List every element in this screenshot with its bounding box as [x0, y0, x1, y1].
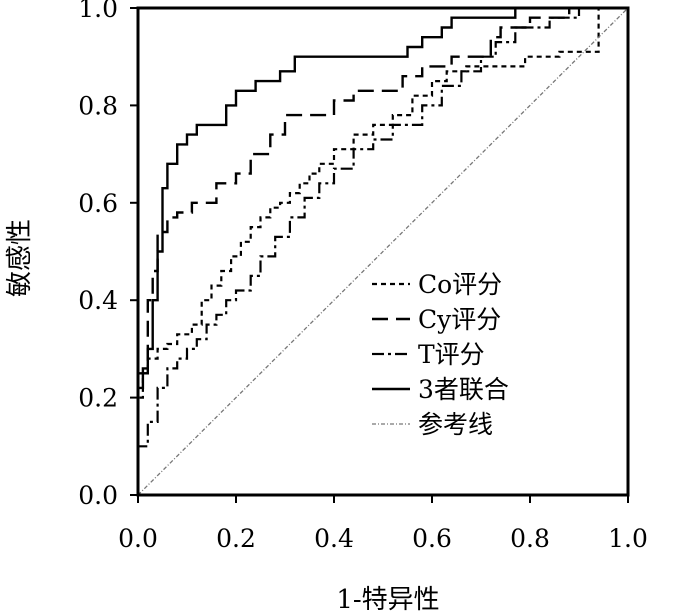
y-tick-label: 0.6	[78, 189, 118, 218]
y-tick-label: 1.0	[78, 0, 118, 23]
legend-label-3: 3者联合	[418, 375, 509, 404]
x-tick-label: 1.0	[608, 524, 648, 553]
legend-label-1: Cy评分	[418, 305, 501, 334]
plot-frame	[136, 6, 630, 497]
legend-label-0: Co评分	[418, 270, 502, 299]
x-tick-label: 0.0	[118, 524, 158, 553]
legend-label-2: T评分	[418, 340, 485, 369]
legend-label-4: 参考线	[418, 410, 493, 439]
x-axis-ticks: 0.0 0.2 0.4 0.6 0.8 1.0	[118, 495, 648, 553]
series-line-3	[136, 6, 628, 495]
y-axis-label: 敏感性	[5, 219, 35, 297]
y-tick-label: 0.0	[78, 481, 118, 510]
x-tick-label: 0.6	[412, 524, 452, 553]
series-line-1	[136, 6, 628, 495]
y-tick-label: 0.2	[78, 384, 118, 413]
series-layer	[136, 6, 629, 496]
x-tick-label: 0.4	[314, 524, 354, 553]
series-line-4	[137, 7, 629, 496]
series-line-2	[136, 6, 628, 495]
x-tick-label: 0.2	[216, 524, 256, 553]
x-axis-label: 1-特异性	[336, 585, 439, 615]
y-axis-ticks: 0.0 0.2 0.4 0.6 0.8 1.0	[78, 0, 138, 510]
y-tick-label: 0.8	[78, 91, 118, 120]
x-tick-label: 0.8	[510, 524, 550, 553]
y-tick-label: 0.4	[78, 286, 118, 315]
